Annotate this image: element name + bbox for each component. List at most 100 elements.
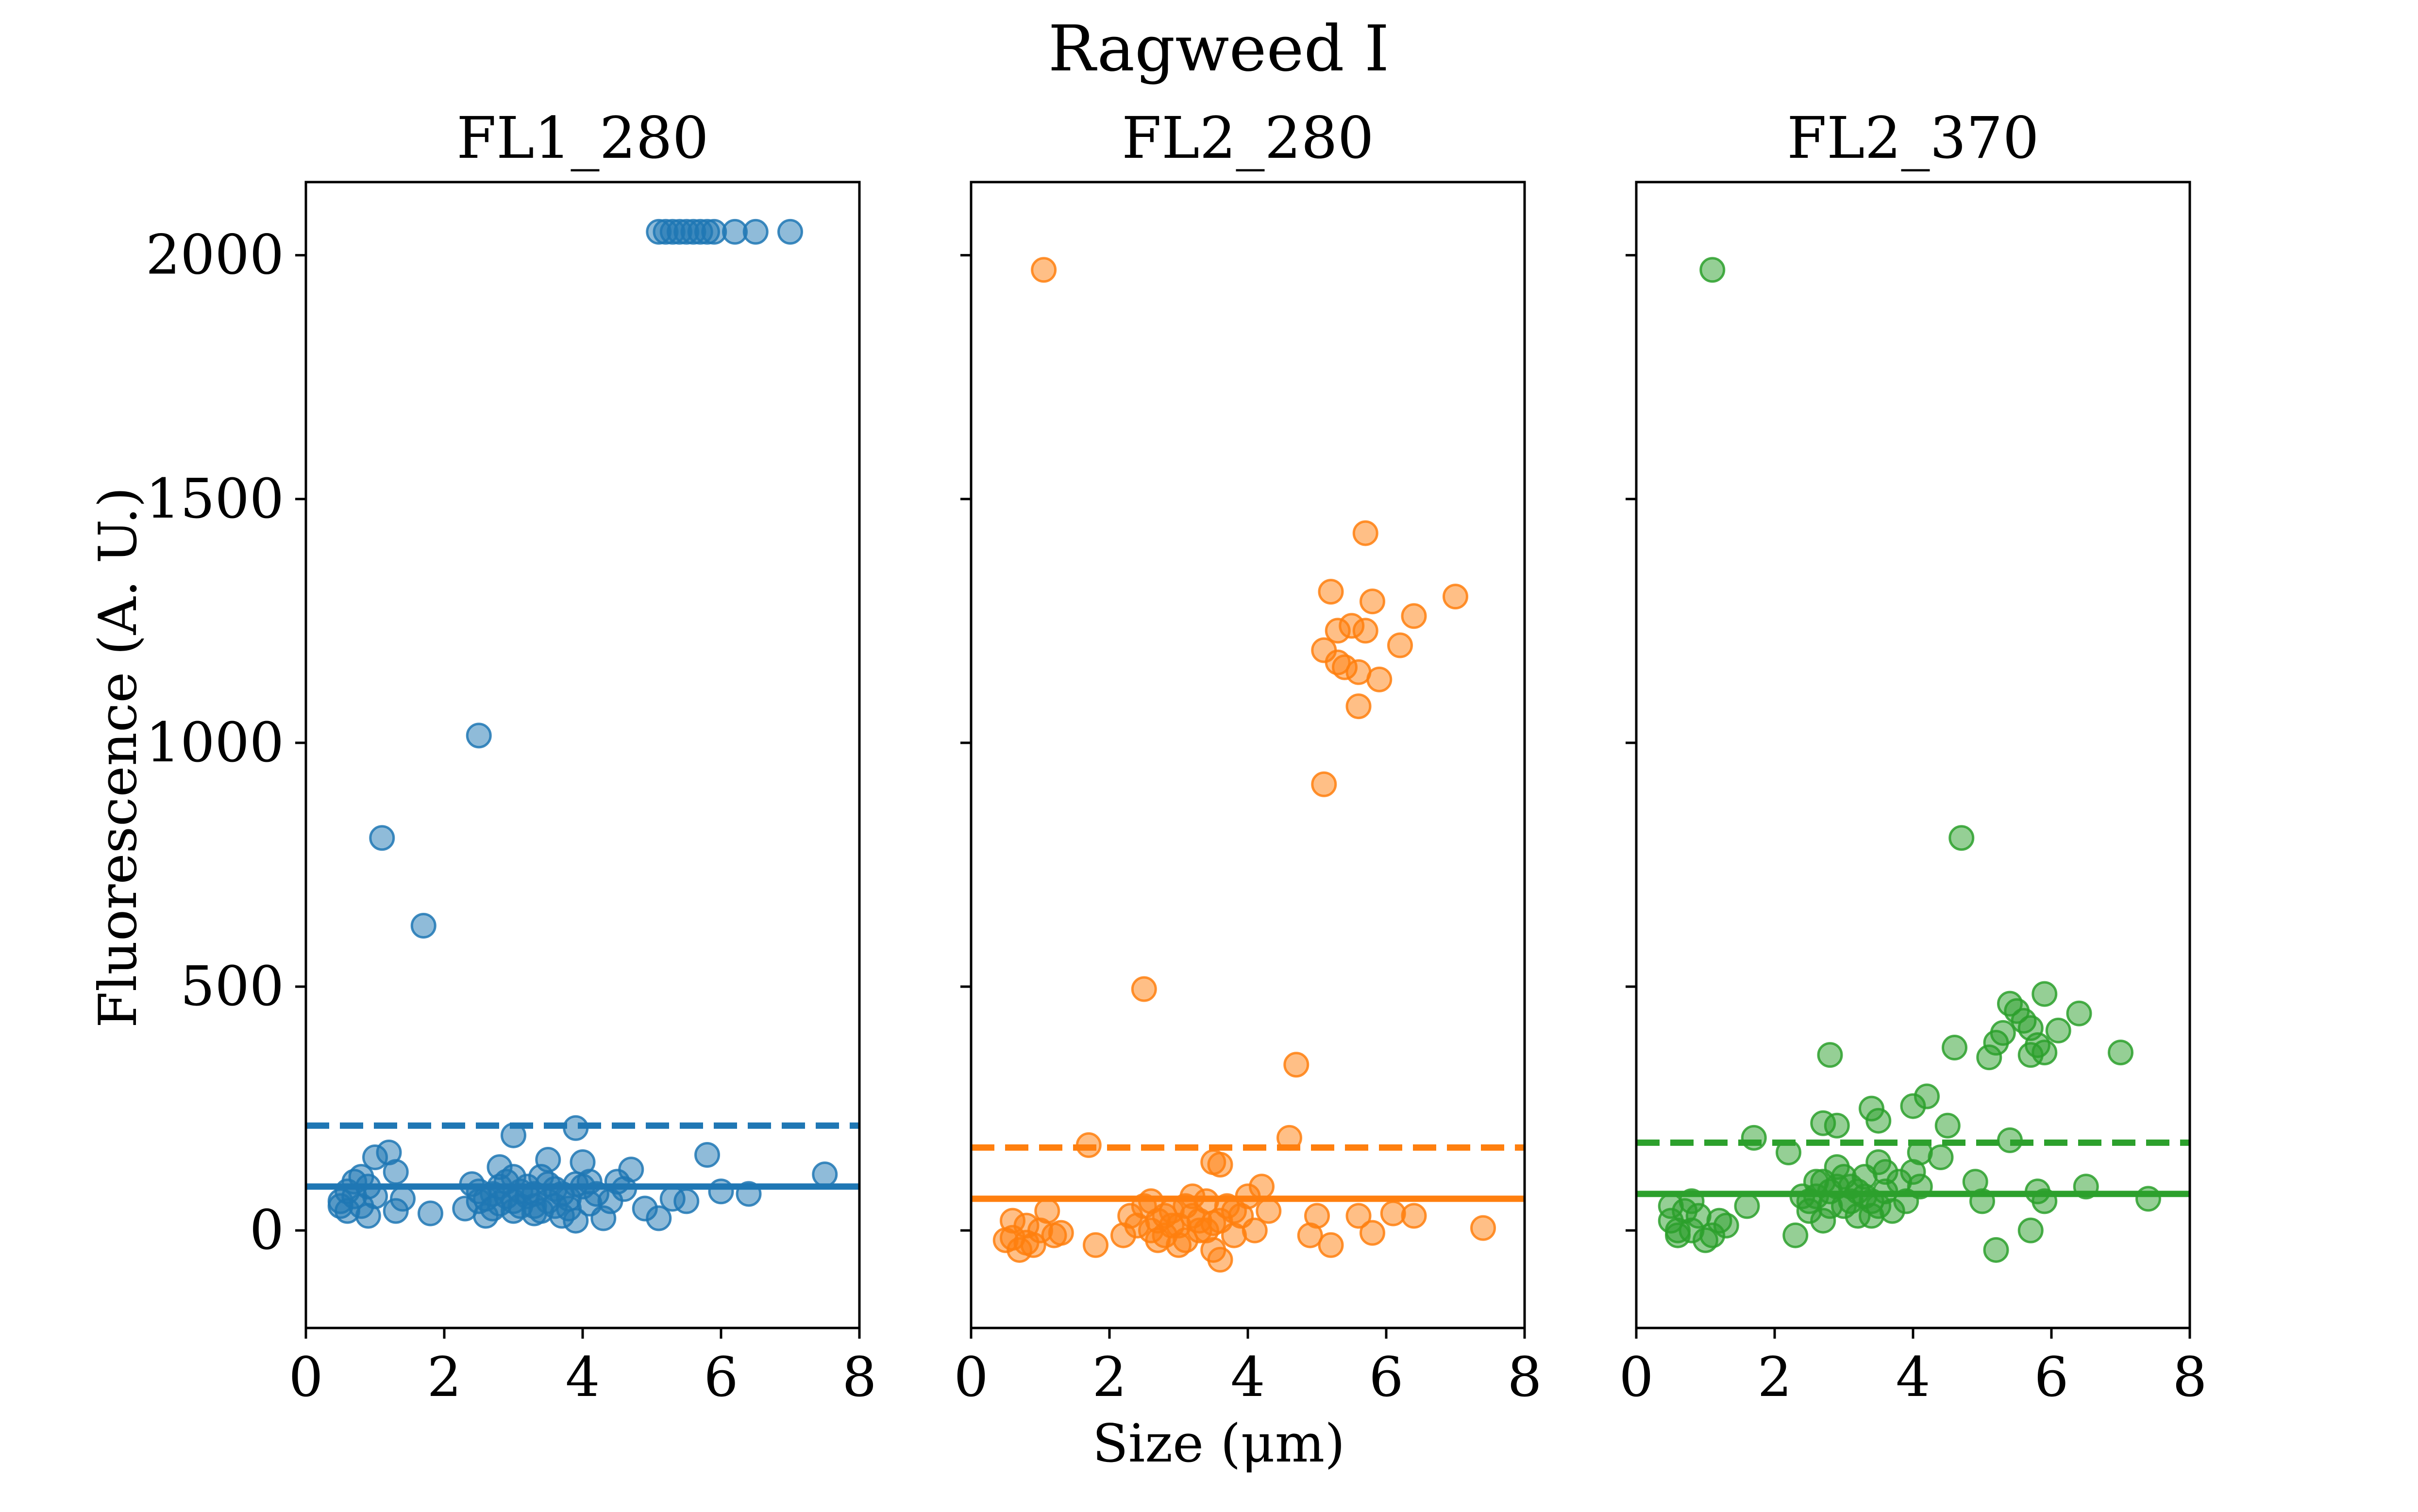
data-point <box>1345 693 1372 720</box>
data-point <box>1221 1198 1247 1224</box>
x-tick-label: 0 <box>288 1346 323 1409</box>
x-tick-label: 6 <box>704 1346 738 1409</box>
data-point <box>1200 1210 1226 1236</box>
x-tick-label: 2 <box>427 1346 461 1409</box>
data-point <box>1031 257 1057 283</box>
panel-frame <box>970 181 1526 1329</box>
panel-2: FL2_280 0 2 4 6 8 <box>954 104 1542 1409</box>
data-point <box>646 1205 672 1231</box>
y-tick-label: 2000 <box>146 224 284 287</box>
data-point <box>1948 825 1975 851</box>
data-point <box>2045 1017 2071 1043</box>
data-point <box>1360 588 1385 615</box>
y-axis-label: Fluorescence (A. U.) <box>88 487 149 1028</box>
panel-1: FL1_280 0 2 4 6 8 0 500 1000 1500 2000 <box>146 104 877 1409</box>
x-tick-label: 6 <box>2034 1346 2068 1409</box>
data-point <box>2066 1000 2092 1026</box>
data-point <box>563 1208 589 1234</box>
data-point <box>1034 1198 1060 1224</box>
data-point <box>1824 1112 1850 1139</box>
data-point <box>673 1188 700 1214</box>
panel-3: FL2_370 0 2 4 6 8 <box>1619 104 2207 1409</box>
data-point <box>1145 1227 1171 1253</box>
data-point <box>1983 1237 2009 1263</box>
data-point <box>576 1169 603 1195</box>
data-point <box>1352 520 1378 546</box>
data-point <box>1207 1246 1233 1273</box>
panels-group: FL1_280 0 2 4 6 8 0 500 1000 1500 2000 FL2_280 0 2 4 6 8… <box>146 104 2207 1409</box>
x-tick-label: 8 <box>2172 1346 2207 1409</box>
data-point <box>1311 771 1337 797</box>
data-point <box>1443 584 1468 610</box>
data-point <box>1318 579 1344 605</box>
data-point <box>2032 981 2058 1007</box>
data-point <box>2017 1042 2044 1068</box>
panel-plot-area <box>971 257 1525 1273</box>
x-tick-label: 4 <box>565 1346 600 1409</box>
data-point <box>1345 1203 1372 1229</box>
x-tick-label: 2 <box>1757 1346 1792 1409</box>
data-point <box>1817 1042 1843 1068</box>
data-point <box>383 1159 409 1185</box>
panel-title: FL2_370 <box>1787 104 2039 171</box>
data-point <box>1976 1044 2002 1071</box>
data-point <box>1872 1159 1898 1185</box>
data-point <box>1352 618 1378 644</box>
data-point <box>466 1178 492 1205</box>
data-point <box>1325 618 1351 644</box>
y-tick-label: 500 <box>180 955 284 1018</box>
x-tick-label: 8 <box>842 1346 876 1409</box>
x-tick-label: 4 <box>1896 1346 1930 1409</box>
data-point <box>1782 1222 1809 1248</box>
data-point <box>597 1188 623 1214</box>
data-point <box>1131 976 1157 1002</box>
data-point <box>1934 1112 1961 1139</box>
data-point <box>1283 1052 1310 1078</box>
data-point <box>1900 1093 1926 1119</box>
data-point <box>2108 1040 2133 1066</box>
data-point <box>812 1161 838 1188</box>
data-point <box>410 912 437 939</box>
data-point <box>777 218 803 245</box>
data-point <box>742 218 769 245</box>
x-tick-label: 8 <box>1507 1346 1542 1409</box>
data-point <box>466 722 492 749</box>
data-point <box>1304 1203 1330 1229</box>
panel-plot-area <box>306 218 859 1234</box>
data-point <box>1401 603 1427 629</box>
data-point <box>1665 1217 1691 1243</box>
x-tick-label: 2 <box>1092 1346 1126 1409</box>
data-point <box>1366 666 1393 692</box>
panel-plot-area <box>1636 257 2190 1263</box>
data-point <box>2135 1186 2161 1212</box>
data-point <box>1928 1144 1954 1171</box>
x-axis-label: Size (μm) <box>1092 1413 1345 1474</box>
x-tick-label: 0 <box>954 1346 988 1409</box>
data-point <box>1470 1215 1496 1241</box>
data-point <box>1865 1193 1892 1219</box>
y-tick-label: 1000 <box>146 711 284 774</box>
data-point <box>1360 1220 1385 1246</box>
data-point <box>1387 632 1413 658</box>
panel-title: FL2_280 <box>1122 104 1374 171</box>
data-point <box>1741 1125 1767 1151</box>
data-point <box>1048 1220 1074 1246</box>
data-point <box>418 1200 443 1226</box>
data-point <box>1942 1035 1967 1061</box>
data-point <box>1699 257 1726 283</box>
data-point <box>1865 1108 1892 1134</box>
data-point <box>1734 1193 1760 1219</box>
figure-title: Ragweed I <box>1048 12 1390 85</box>
data-point <box>1207 1152 1233 1178</box>
data-point <box>1083 1232 1108 1258</box>
y-tick-label: 1500 <box>146 468 284 531</box>
data-point <box>1013 1229 1040 1256</box>
data-point <box>1401 1203 1427 1229</box>
data-point <box>694 1142 720 1168</box>
data-point <box>2017 1217 2044 1243</box>
data-point <box>1658 1193 1684 1219</box>
y-tick-label: 0 <box>250 1199 284 1262</box>
data-point <box>708 1178 734 1205</box>
data-point <box>1318 1232 1344 1258</box>
